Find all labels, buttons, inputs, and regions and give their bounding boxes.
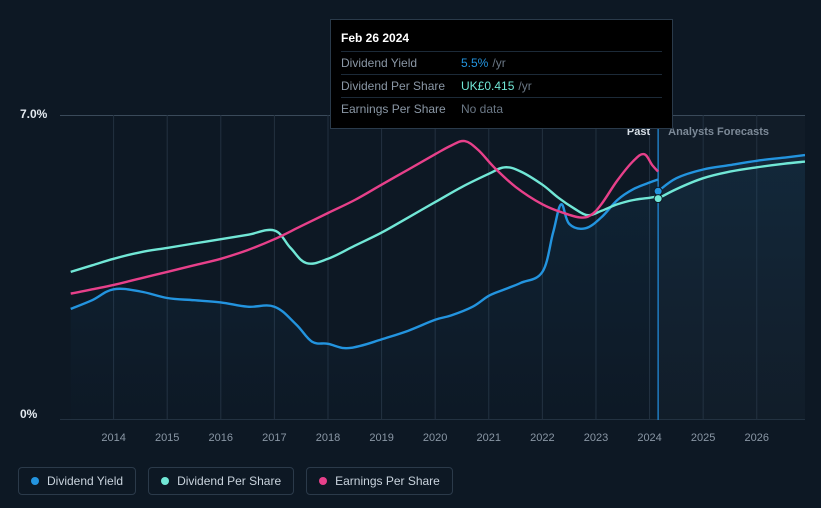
x-tick-label: 2024 — [637, 432, 661, 444]
tooltip-row: Dividend Per Share UK£0.415 /yr — [341, 74, 662, 97]
tooltip-label: Dividend Yield — [341, 56, 461, 70]
y-axis-min-label: 0% — [20, 407, 37, 421]
x-tick-label: 2021 — [477, 432, 501, 444]
plot-area[interactable]: PastAnalysts Forecasts — [60, 115, 805, 420]
chart-svg: PastAnalysts Forecasts — [60, 115, 805, 420]
x-tick-label: 2015 — [155, 432, 179, 444]
x-tick-label: 2022 — [530, 432, 554, 444]
legend-dot-icon — [31, 477, 39, 485]
x-tick-label: 2019 — [369, 432, 393, 444]
svg-text:Analysts Forecasts: Analysts Forecasts — [668, 126, 769, 138]
tooltip-value: No data — [461, 102, 503, 116]
legend: Dividend Yield Dividend Per Share Earnin… — [18, 467, 453, 495]
x-tick-label: 2017 — [262, 432, 286, 444]
x-tick-label: 2020 — [423, 432, 447, 444]
dividend-chart: Feb 26 2024 Dividend Yield 5.5% /yr Divi… — [0, 0, 821, 508]
tooltip-value: UK£0.415 — [461, 79, 514, 93]
x-tick-label: 2023 — [584, 432, 608, 444]
legend-dot-icon — [319, 477, 327, 485]
legend-label: Dividend Per Share — [177, 474, 281, 488]
legend-item-dividend-per-share[interactable]: Dividend Per Share — [148, 467, 294, 495]
x-tick-label: 2014 — [101, 432, 125, 444]
tooltip-unit: /yr — [518, 79, 531, 93]
legend-label: Dividend Yield — [47, 474, 123, 488]
legend-dot-icon — [161, 477, 169, 485]
legend-label: Earnings Per Share — [335, 474, 440, 488]
x-tick-label: 2026 — [745, 432, 769, 444]
tooltip-label: Dividend Per Share — [341, 79, 461, 93]
legend-item-earnings-per-share[interactable]: Earnings Per Share — [306, 467, 453, 495]
tooltip-value: 5.5% — [461, 56, 488, 70]
chart-tooltip: Feb 26 2024 Dividend Yield 5.5% /yr Divi… — [330, 19, 673, 129]
tooltip-unit: /yr — [492, 56, 505, 70]
x-tick-label: 2025 — [691, 432, 715, 444]
legend-item-dividend-yield[interactable]: Dividend Yield — [18, 467, 136, 495]
tooltip-row: Earnings Per Share No data — [341, 97, 662, 120]
y-axis-max-label: 7.0% — [20, 107, 47, 121]
x-tick-label: 2016 — [209, 432, 233, 444]
tooltip-date: Feb 26 2024 — [341, 28, 662, 51]
x-tick-label: 2018 — [316, 432, 340, 444]
x-axis: 2014 2015 2016 2017 2018 2019 2020 2021 2022 2023… — [60, 432, 805, 448]
tooltip-row: Dividend Yield 5.5% /yr — [341, 51, 662, 74]
tooltip-label: Earnings Per Share — [341, 102, 461, 116]
